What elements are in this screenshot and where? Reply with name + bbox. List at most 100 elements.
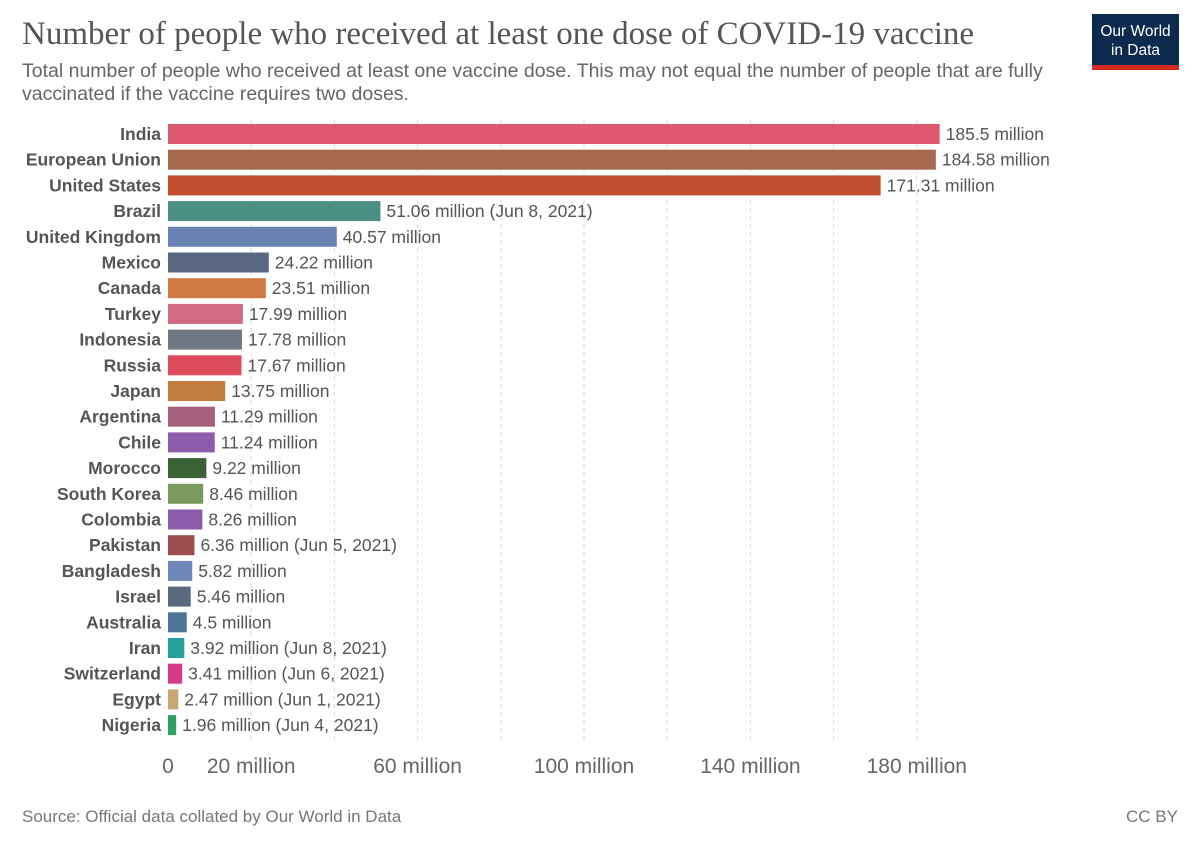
value-label: 24.22 million [275,253,373,273]
bar[interactable] [168,586,191,607]
bar-row[interactable]: Iran 3.92 million (Jun 8, 2021) [129,638,387,658]
bar[interactable] [168,535,195,556]
value-label: 6.36 million (Jun 5, 2021) [200,535,396,555]
x-tick-label: 0 [162,755,174,778]
category-label: Morocco [88,458,161,478]
bar[interactable] [168,355,242,376]
bar-row[interactable]: Colombia 8.26 million [81,509,297,530]
value-label: 3.92 million (Jun 8, 2021) [190,638,386,658]
bar[interactable] [168,252,269,273]
category-label: Brazil [113,201,161,221]
bar[interactable] [168,175,881,196]
bar[interactable] [168,715,177,736]
bar-row[interactable]: India 185.5 million [120,124,1044,144]
category-label: Russia [104,355,162,375]
bar[interactable] [168,612,187,633]
category-label: Iran [129,638,161,658]
bar-row[interactable]: Russia 17.67 million [104,355,346,376]
value-label: 17.78 million [248,330,346,350]
bar[interactable] [168,638,185,658]
bar-row[interactable]: Switzerland 3.41 million (Jun 6, 2021) [64,663,385,684]
bar[interactable] [168,458,207,479]
chart-subtitle: Total number of people who received at l… [22,60,1043,105]
bar[interactable] [168,303,243,324]
category-label: United Kingdom [26,227,161,247]
bars: India 185.5 million European Union 184.58 m… [26,124,1050,736]
bar-row[interactable]: Japan 13.75 million [110,381,329,401]
bar[interactable] [168,381,226,401]
source-note[interactable]: Source: Official data collated by Our Wo… [22,807,402,826]
bar-row[interactable]: Morocco 9.22 million [88,458,301,479]
chart-title: Number of people who received at least o… [22,16,975,52]
bar-row[interactable]: Egypt 2.47 million (Jun 1, 2021) [112,689,381,710]
bar[interactable] [168,226,337,247]
value-label: 3.41 million (Jun 6, 2021) [188,664,385,684]
value-label: 51.06 million (Jun 8, 2021) [386,201,592,221]
bar[interactable] [168,432,215,453]
bar[interactable] [168,509,203,530]
bar-row[interactable]: Pakistan 6.36 million (Jun 5, 2021) [89,535,397,556]
value-label: 185.5 million [946,124,1044,144]
category-label: India [120,124,161,144]
category-label: Mexico [102,253,161,273]
bar-row[interactable]: United States 171.31 million [49,175,995,196]
x-tick-label: 180 million [867,755,967,778]
bar-row[interactable]: Chile 11.24 million [118,432,318,453]
bar[interactable] [168,483,204,504]
x-axis: 0 20 million 60 million 100 million 140 mill… [162,755,967,778]
value-label: 17.99 million [249,304,347,324]
category-label: South Korea [57,484,161,504]
value-label: 171.31 million [887,175,995,195]
x-tick-label: 60 million [373,755,462,778]
value-label: 184.58 million [942,150,1050,170]
bar[interactable] [168,124,940,144]
value-label: 5.46 million [197,587,286,607]
bar-row[interactable]: Mexico 24.22 million [102,252,373,273]
bar[interactable] [168,149,936,170]
category-label: Turkey [105,304,161,324]
bar-chart: India 185.5 million European Union 184.58 m… [26,120,1050,778]
bar-row[interactable]: United Kingdom 40.57 million [26,226,441,247]
bar[interactable] [168,201,381,222]
bar-row[interactable]: Argentina 11.29 million [79,406,318,427]
license-link[interactable]: CC BY [1126,807,1178,826]
bar[interactable] [168,278,266,299]
owid-logo[interactable]: Our World in Data [1092,14,1179,70]
bar-row[interactable]: Turkey 17.99 million [105,303,347,324]
bar[interactable] [168,689,179,710]
category-label: Egypt [112,689,161,709]
category-label: European Union [26,150,161,170]
category-label: Chile [118,432,161,452]
x-tick-label: 100 million [534,755,634,778]
category-label: Israel [115,587,161,607]
bar[interactable] [168,406,215,427]
value-label: 17.67 million [248,355,346,375]
bar-row[interactable]: South Korea 8.46 million [57,483,298,504]
value-label: 2.47 million (Jun 1, 2021) [184,689,381,709]
value-label: 5.82 million [198,561,287,581]
value-label: 13.75 million [231,381,329,401]
logo-line-1: Our World [1100,23,1171,40]
bar-row[interactable]: Australia 4.5 million [86,612,272,633]
category-label: Australia [86,612,161,632]
bar-row[interactable]: Israel 5.46 million [115,586,286,607]
bar-row[interactable]: Brazil 51.06 million (Jun 8, 2021) [113,201,593,222]
bar-row[interactable]: Bangladesh 5.82 million [62,560,287,581]
value-label: 9.22 million [212,458,301,478]
category-label: Indonesia [79,330,161,350]
bar[interactable] [168,663,183,684]
bar[interactable] [168,560,193,581]
value-label: 11.24 million [221,432,318,452]
category-label: Canada [98,278,161,298]
category-label: Argentina [79,407,161,427]
bar-row[interactable]: European Union 184.58 million [26,149,1050,170]
x-tick-label: 140 million [700,755,800,778]
bar-row[interactable]: Canada 23.51 million [98,278,370,299]
value-label: 4.5 million [193,612,272,632]
bar-row[interactable]: Indonesia 17.78 million [79,329,346,350]
category-label: Bangladesh [62,561,161,581]
value-label: 23.51 million [272,278,370,298]
bar[interactable] [168,329,242,350]
category-label: Colombia [81,510,161,530]
bar-row[interactable]: Nigeria 1.96 million (Jun 4, 2021) [102,715,379,736]
